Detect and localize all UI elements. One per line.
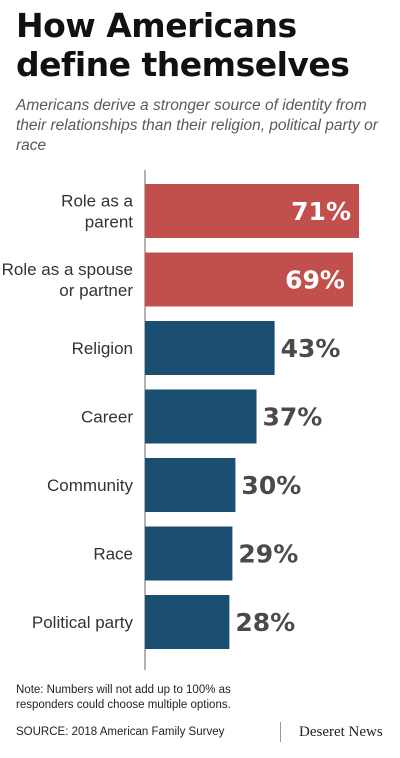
footer-divider (280, 722, 281, 742)
value-label: 30% (241, 471, 301, 500)
value-label: 71% (291, 197, 351, 226)
chart-subtitle: Americans derive a stronger source of id… (16, 97, 378, 154)
bar (145, 389, 257, 444)
bar (145, 595, 230, 649)
bar (145, 458, 236, 512)
category-label: Career (81, 408, 133, 427)
source-credit: SOURCE: 2018 American Family Survey (16, 726, 225, 738)
value-label: 28% (235, 608, 295, 637)
value-label: 37% (263, 403, 323, 432)
category-label: Religion (72, 339, 133, 358)
category-label: Community (47, 476, 133, 495)
category-label: or partner (59, 281, 133, 300)
chart-title: How Americans define themselves (16, 6, 350, 84)
bar (145, 252, 353, 307)
category-label: parent (85, 213, 133, 232)
bar (145, 526, 233, 581)
value-label: 69% (285, 266, 345, 295)
value-label: 29% (238, 540, 298, 569)
bar (145, 321, 275, 375)
value-label: 43% (281, 334, 341, 363)
bar (145, 184, 359, 238)
category-label: Role as a (61, 192, 133, 211)
category-label: Role as a spouse (2, 260, 133, 279)
publisher-logo: Deseret News (299, 724, 383, 740)
footnote: Note: Numbers will not add up to 100% as… (16, 684, 231, 711)
category-label: Political party (32, 613, 134, 632)
bar-chart: Role as a parent 71% Role as a spouse or par… (2, 170, 359, 670)
category-label: Race (93, 545, 133, 564)
